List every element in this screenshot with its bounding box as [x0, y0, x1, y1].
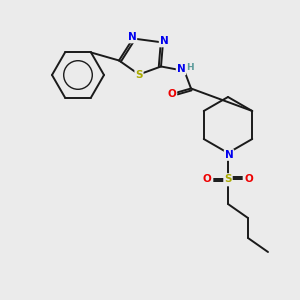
Text: S: S: [224, 174, 232, 184]
Text: N: N: [160, 37, 168, 46]
Text: O: O: [244, 174, 253, 184]
Text: N: N: [177, 64, 185, 74]
Text: S: S: [135, 70, 143, 80]
Text: O: O: [202, 174, 211, 184]
Text: N: N: [128, 32, 136, 43]
Text: N: N: [225, 150, 233, 160]
Text: O: O: [168, 89, 176, 100]
Text: H: H: [186, 63, 194, 72]
